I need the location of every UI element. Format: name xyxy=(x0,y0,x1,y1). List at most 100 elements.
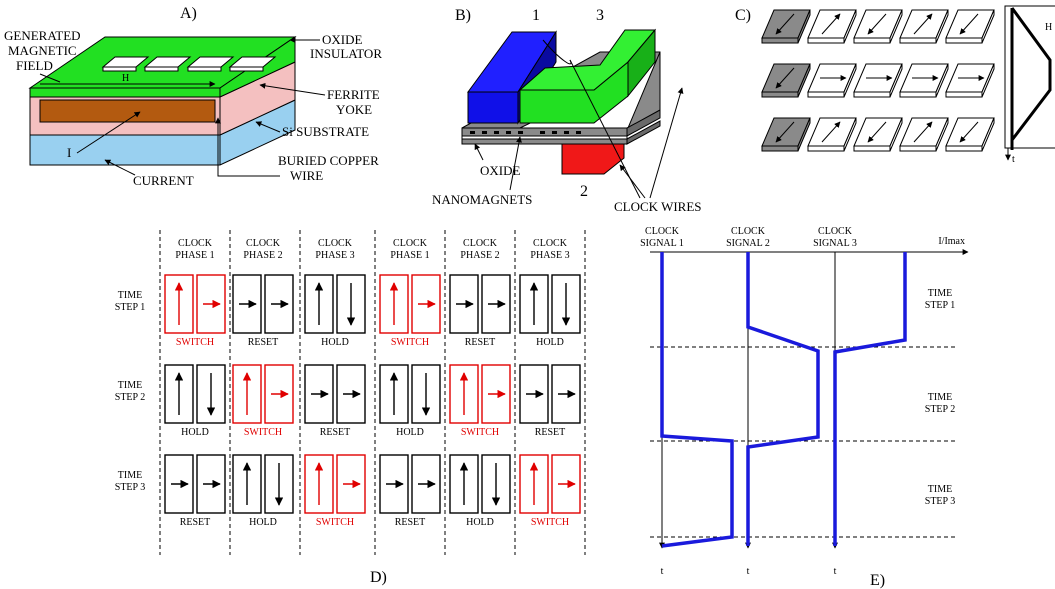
panel-c-label: C) xyxy=(735,7,751,24)
magnet-pair-switch xyxy=(232,364,294,424)
magnet-arrow xyxy=(867,121,887,143)
state-label-switch: SWITCH xyxy=(531,517,569,528)
magnet-pair-hold xyxy=(164,364,226,424)
time-step-label: TIME xyxy=(118,290,142,301)
time-step-number: STEP 2 xyxy=(925,404,955,415)
state-label-switch: SWITCH xyxy=(244,427,282,438)
magnet-arrow xyxy=(775,67,795,89)
state-label-switch: SWITCH xyxy=(391,337,429,348)
clock-signal-number: SIGNAL 3 xyxy=(813,238,857,249)
magnet-pair-switch xyxy=(379,274,441,334)
time-step-number: STEP 1 xyxy=(115,302,145,313)
state-label-hold: HOLD xyxy=(536,337,564,348)
panel-c-magnet xyxy=(807,117,857,152)
magnet-pair-switch xyxy=(519,454,581,514)
clock-signal-label: CLOCK xyxy=(818,226,853,237)
clock-phase-number: PHASE 1 xyxy=(175,250,214,261)
panel-c: C) H t xyxy=(735,5,1055,165)
magnet-pair-switch xyxy=(304,454,366,514)
oxide-insulator-line1: OXIDE xyxy=(322,32,362,47)
panel-a-nanomagnets xyxy=(101,56,277,72)
panel-a-label: A) xyxy=(180,5,197,22)
generated-field-line3: FIELD xyxy=(16,58,53,73)
si-substrate-label: Si SUBSTRATE xyxy=(282,124,369,139)
magnet-arrow xyxy=(775,121,795,143)
ferrite-yoke-line1: FERRITE xyxy=(327,87,380,102)
magnet-pair-hold xyxy=(232,454,294,514)
magnet-pair-hold xyxy=(519,274,581,334)
state-label-switch: SWITCH xyxy=(461,427,499,438)
clock-wires-label: CLOCK WIRES xyxy=(614,199,702,214)
current-label: CURRENT xyxy=(133,173,194,188)
label-3: 3 xyxy=(596,7,604,24)
state-label-hold: HOLD xyxy=(321,337,349,348)
magnet-pair-reset xyxy=(232,274,294,334)
panel-b-label: B) xyxy=(455,7,471,24)
clock-phase-header: CLOCK xyxy=(393,238,428,249)
magnet-arrow xyxy=(821,121,841,143)
state-label-reset: RESET xyxy=(535,427,566,438)
panel-c-magnet xyxy=(899,117,949,152)
clock-phase-number: PHASE 1 xyxy=(390,250,429,261)
state-label-hold: HOLD xyxy=(181,427,209,438)
clock-signal-number: SIGNAL 2 xyxy=(726,238,770,249)
buried-copper-line1: BURIED COPPER xyxy=(278,153,379,168)
time-step-label: TIME xyxy=(928,288,952,299)
time-axis-label: t xyxy=(834,566,837,577)
oxide-insulator-line2: INSULATOR xyxy=(310,46,382,61)
clock-signal-waveform-2 xyxy=(746,252,820,546)
magnet-pair-reset xyxy=(164,454,226,514)
time-axis-label: t xyxy=(661,566,664,577)
magnet-arrow xyxy=(959,13,979,35)
state-label-switch: SWITCH xyxy=(316,517,354,528)
panel-c-magnet xyxy=(853,117,903,152)
time-step-label: TIME xyxy=(928,392,952,403)
panel-c-magnet xyxy=(899,63,949,98)
panel-d-label: D) xyxy=(370,569,387,586)
magnet-pair-reset xyxy=(519,364,581,424)
panel-c-magnet xyxy=(807,63,857,98)
magnet-pair-reset xyxy=(304,364,366,424)
state-label-reset: RESET xyxy=(248,337,279,348)
panel-c-t: t xyxy=(1012,154,1015,165)
magnet-arrow xyxy=(775,13,795,35)
time-step-number: STEP 2 xyxy=(115,392,145,403)
time-step-number: STEP 1 xyxy=(925,300,955,311)
magnet-arrow xyxy=(913,121,933,143)
generated-field-line2: MAGNETIC xyxy=(8,43,77,58)
panel-c-box xyxy=(1004,5,1055,149)
label-2: 2 xyxy=(580,183,588,200)
clock-signal-label: CLOCK xyxy=(731,226,766,237)
label-1: 1 xyxy=(532,7,540,24)
panel-c-magnet xyxy=(853,9,903,44)
time-step-label: TIME xyxy=(928,484,952,495)
clock-wire-2 xyxy=(561,143,625,175)
panel-c-magnet xyxy=(761,63,811,98)
panel-a: A) H GENERATED MAGNETIC FIELD OXIDE INSU… xyxy=(4,5,382,188)
magnet-pair-reset xyxy=(379,454,441,514)
time-step-label: TIME xyxy=(118,380,142,391)
clock-phase-header: CLOCK xyxy=(178,238,213,249)
clock-phase-header: CLOCK xyxy=(318,238,353,249)
ferrite-yoke-line2: YOKE xyxy=(336,102,372,117)
magnet-arrow xyxy=(821,13,841,35)
state-label-reset: RESET xyxy=(395,517,426,528)
clock-phase-number: PHASE 3 xyxy=(315,250,354,261)
generated-field-line1: GENERATED xyxy=(4,28,81,43)
nanomagnets-label: NANOMAGNETS xyxy=(432,192,532,207)
clock-phase-header: CLOCK xyxy=(246,238,281,249)
state-label-reset: RESET xyxy=(320,427,351,438)
state-label-reset: RESET xyxy=(465,337,496,348)
clock-wire-1 xyxy=(467,91,519,124)
magnet-pair-hold xyxy=(379,364,441,424)
panel-c-magnet xyxy=(899,9,949,44)
clock-signal-label: CLOCK xyxy=(645,226,680,237)
i-label: I xyxy=(67,145,71,160)
buried-copper-wire xyxy=(39,99,216,123)
magnet-arrow xyxy=(959,121,979,143)
magnet-pair-switch xyxy=(164,274,226,334)
clock-phase-header: CLOCK xyxy=(533,238,568,249)
time-step-number: STEP 3 xyxy=(925,496,955,507)
